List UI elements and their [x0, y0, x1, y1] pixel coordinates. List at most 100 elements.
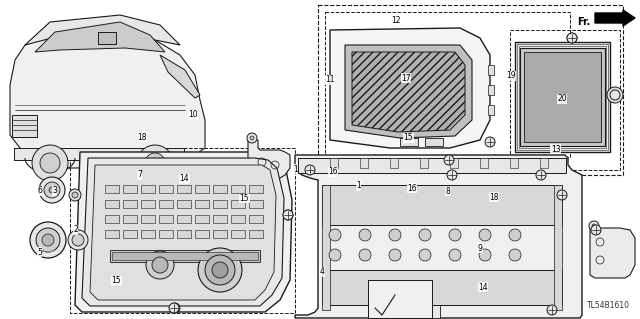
Polygon shape: [345, 45, 472, 138]
Circle shape: [68, 230, 88, 250]
Text: 15: 15: [111, 276, 122, 285]
Bar: [360, 158, 368, 168]
Circle shape: [359, 249, 371, 261]
Bar: [249, 230, 263, 238]
Bar: [159, 185, 173, 193]
Circle shape: [447, 170, 457, 180]
Circle shape: [607, 87, 623, 103]
Bar: [141, 200, 155, 208]
Bar: [540, 158, 548, 168]
Polygon shape: [90, 165, 276, 300]
Text: 7: 7: [137, 170, 142, 179]
Polygon shape: [330, 28, 490, 148]
FancyArrow shape: [595, 10, 635, 26]
Circle shape: [444, 155, 454, 165]
Text: 1: 1: [293, 165, 298, 174]
Polygon shape: [368, 280, 432, 318]
Bar: [330, 158, 338, 168]
Bar: [70, 148, 295, 313]
Circle shape: [42, 234, 54, 246]
Circle shape: [419, 229, 431, 241]
Bar: [231, 215, 245, 223]
Bar: [515, 42, 610, 152]
Text: 14: 14: [478, 283, 488, 292]
Circle shape: [536, 170, 546, 180]
Circle shape: [137, 145, 173, 181]
Circle shape: [329, 249, 341, 261]
Circle shape: [247, 133, 257, 143]
Bar: [298, 158, 566, 173]
Text: 2: 2: [73, 225, 78, 234]
Bar: [195, 200, 209, 208]
Circle shape: [44, 182, 60, 198]
Circle shape: [152, 257, 168, 273]
Polygon shape: [590, 228, 635, 278]
Polygon shape: [10, 28, 205, 168]
Circle shape: [591, 225, 601, 235]
Circle shape: [592, 224, 596, 228]
Circle shape: [449, 229, 461, 241]
Circle shape: [49, 187, 55, 193]
Bar: [400, 138, 418, 146]
Text: 12: 12: [391, 16, 400, 25]
Bar: [510, 30, 620, 170]
Text: TL54B1610: TL54B1610: [587, 301, 630, 310]
Bar: [249, 215, 263, 223]
Circle shape: [250, 136, 254, 140]
Bar: [195, 185, 209, 193]
Text: 5: 5: [37, 248, 42, 256]
Bar: [488, 105, 494, 115]
Circle shape: [329, 229, 341, 241]
Polygon shape: [75, 152, 292, 312]
Circle shape: [283, 210, 293, 220]
Bar: [420, 158, 428, 168]
Bar: [213, 185, 227, 193]
Circle shape: [36, 228, 60, 252]
Bar: [249, 185, 263, 193]
Text: 8: 8: [445, 187, 451, 196]
Circle shape: [198, 248, 242, 292]
Bar: [141, 230, 155, 238]
Polygon shape: [248, 140, 290, 178]
Bar: [105, 200, 119, 208]
Circle shape: [389, 229, 401, 241]
Bar: [112, 252, 258, 260]
Bar: [195, 230, 209, 238]
Circle shape: [485, 137, 495, 147]
Bar: [177, 185, 191, 193]
Bar: [213, 230, 227, 238]
Bar: [105, 185, 119, 193]
Bar: [231, 230, 245, 238]
Circle shape: [32, 145, 68, 181]
Bar: [105, 230, 119, 238]
Text: 16: 16: [328, 167, 338, 176]
Bar: [390, 158, 398, 168]
Bar: [195, 215, 209, 223]
Bar: [322, 270, 562, 305]
Text: Fr.: Fr.: [577, 17, 590, 27]
Circle shape: [305, 165, 315, 175]
Polygon shape: [385, 292, 440, 318]
Bar: [249, 200, 263, 208]
Circle shape: [479, 249, 491, 261]
Bar: [515, 42, 610, 152]
Bar: [159, 215, 173, 223]
Bar: [213, 200, 227, 208]
Text: 13: 13: [550, 145, 561, 154]
Bar: [524, 52, 601, 142]
Bar: [488, 85, 494, 95]
Circle shape: [419, 249, 431, 261]
Bar: [123, 200, 137, 208]
Polygon shape: [352, 52, 465, 132]
Bar: [141, 215, 155, 223]
Circle shape: [359, 229, 371, 241]
Bar: [177, 230, 191, 238]
Circle shape: [589, 221, 599, 231]
Bar: [123, 230, 137, 238]
Bar: [231, 185, 245, 193]
Polygon shape: [295, 155, 582, 318]
Circle shape: [283, 210, 293, 220]
Text: 11: 11: [325, 75, 334, 84]
Circle shape: [30, 222, 66, 258]
Circle shape: [610, 90, 620, 100]
